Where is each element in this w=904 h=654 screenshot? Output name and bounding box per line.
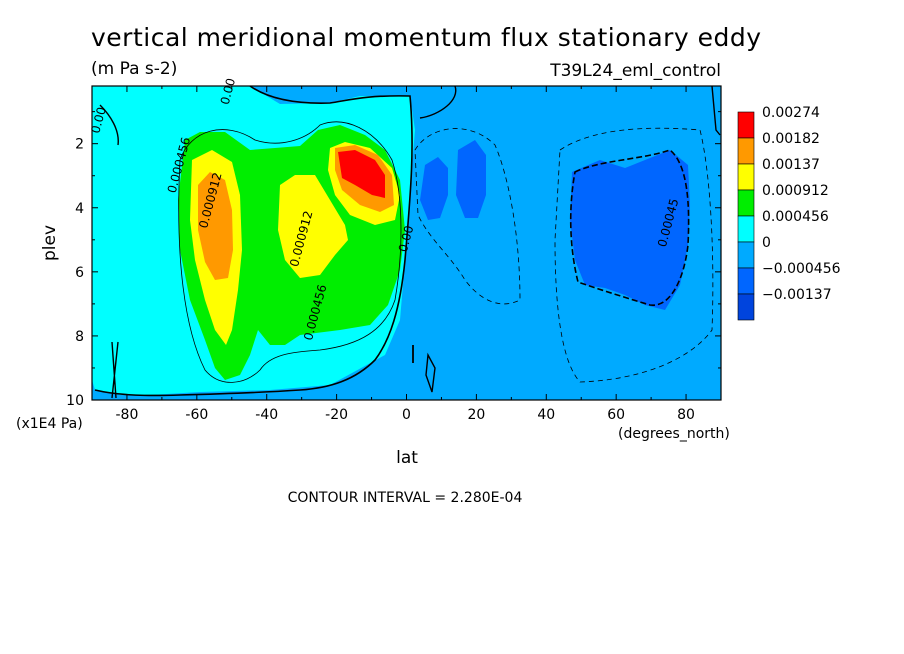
dataset-label: T39L24_eml_control: [549, 61, 721, 81]
x-tick-label: 0: [402, 407, 411, 423]
legend-label: 0.00182: [762, 131, 820, 147]
legend-swatch: [737, 267, 755, 295]
x-tick-label: 20: [467, 407, 485, 423]
contour-label: 0.00: [88, 105, 108, 134]
contour-fill-0p00137-sh-mid: [198, 172, 233, 280]
contour-interval: CONTOUR INTERVAL = 2.280E-04: [288, 490, 523, 506]
contour-fill-neg-highlat: [570, 150, 690, 310]
legend-label: 0.000912: [762, 183, 829, 199]
x-axis-label: lat: [396, 448, 418, 468]
x-tick-label: 80: [677, 407, 695, 423]
contour-line-neg-dashed-1: [414, 128, 521, 305]
x-tick-label: -40: [255, 407, 278, 423]
x-axis: -80 -60 -40 -20 0 20 40 60 80: [91, 86, 722, 423]
y-tick-label: 4: [75, 201, 84, 217]
legend-label: 0: [762, 235, 771, 251]
contour-line-zero-sh: [94, 85, 413, 397]
legend-swatch: [737, 111, 755, 139]
y-tick-label: 2: [75, 137, 84, 153]
x-tick-label: 60: [607, 407, 625, 423]
legend-swatch: [737, 241, 755, 269]
legend-swatch: [737, 215, 755, 243]
y-axis: 2 4 6 8 10: [66, 111, 721, 409]
x-tick-label: 40: [537, 407, 555, 423]
legend-swatch: [737, 137, 755, 165]
contour-fill-0p000912-sh-sub: [278, 175, 348, 278]
y-axis-label: plev: [40, 225, 60, 261]
x-tick-label: -60: [185, 407, 208, 423]
color-legend: 0.00274 0.00182 0.00137 0.000912 0.000456 0 −0…: [737, 105, 841, 321]
legend-label: 0.00274: [762, 105, 820, 121]
units-label: (m Pa s-2): [91, 59, 177, 79]
contour-line-neg-dashed-3: [569, 149, 690, 306]
legend-swatch: [737, 189, 755, 217]
contour-line-inner-1: [178, 121, 402, 383]
x-tick-label: -20: [325, 407, 348, 423]
legend-swatch: [737, 293, 755, 321]
legend-label: −0.000456: [762, 261, 841, 277]
contour-label: 0.00: [396, 224, 416, 253]
contour-fill-max: [338, 150, 385, 198]
x-tick-label: -80: [116, 407, 139, 423]
contour-line-zero-small-1: [425, 352, 436, 393]
legend-label: −0.00137: [762, 287, 832, 303]
legend-swatch: [737, 163, 755, 191]
contour-fill-neg-subtropics-a: [420, 157, 448, 220]
legend-label: 0.00137: [762, 157, 820, 173]
chart-title: vertical meridional momentum flux statio…: [91, 23, 762, 52]
y-tick-label: 8: [75, 329, 84, 345]
y-tick-label: 6: [75, 265, 84, 281]
contour-line-zero-top-right: [419, 85, 457, 119]
contour-line-zero-right-edge: [711, 85, 721, 136]
contour-line-neg-dashed-2: [554, 127, 714, 383]
y-tick-label: 10: [66, 393, 84, 409]
contour-line-zero-topleft: [99, 104, 119, 146]
contour-fill-neg-subtropics-b: [456, 140, 486, 218]
plot-area: [91, 85, 722, 401]
contour-label: 0.00: [218, 77, 238, 106]
y-units-label: (x1E4 Pa): [16, 416, 83, 432]
x-units-label: (degrees_north): [618, 426, 730, 442]
contour-lines: [94, 85, 721, 399]
legend-label: 0.000456: [762, 209, 829, 225]
contour-line-zero-bottom: [111, 341, 119, 399]
